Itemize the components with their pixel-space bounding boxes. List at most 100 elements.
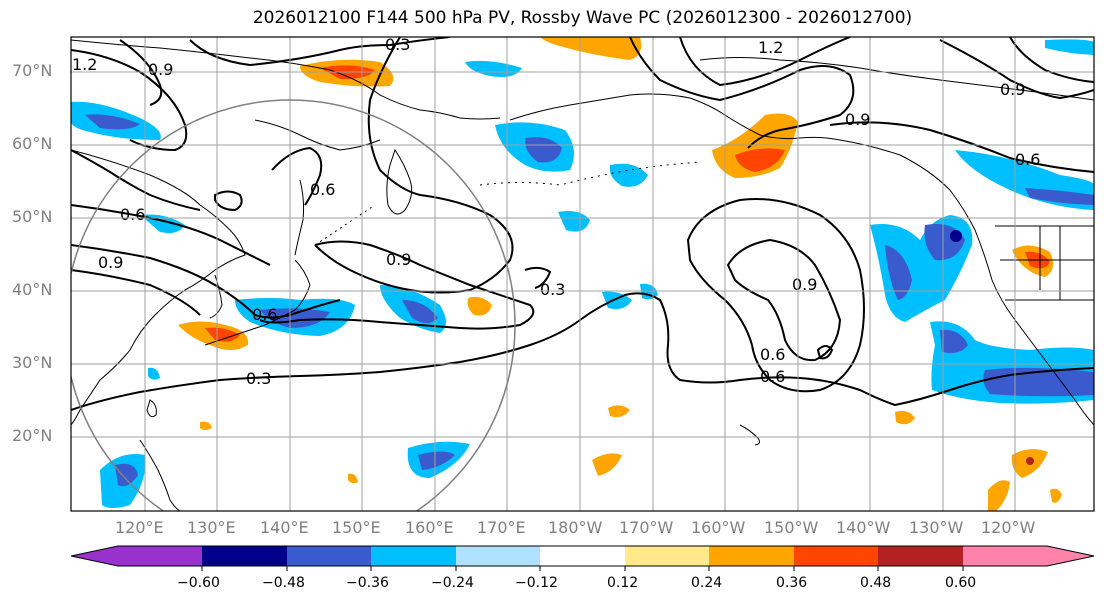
anomaly-negative — [609, 163, 648, 187]
map-area: 1.2 0.9 0.3 1.2 0.9 0.9 0.6 0.6 0.9 0.6 … — [71, 35, 1094, 511]
contour-labels: 1.2 0.9 0.3 1.2 0.9 0.9 0.6 0.6 0.9 0.6 … — [72, 35, 1040, 388]
pv-contour — [71, 204, 271, 266]
anomaly-negative — [558, 211, 590, 232]
contour-label: 1.2 — [758, 38, 783, 57]
colorbar-tick-label: 0.48 — [860, 575, 892, 591]
colorbar-segment — [456, 546, 540, 566]
coastline-sakhalin — [294, 179, 305, 256]
colorbar-segment — [71, 546, 202, 566]
pv-contour — [314, 37, 514, 294]
pv-contour — [679, 37, 851, 87]
lon-label-120e: 120°E — [115, 518, 164, 537]
anomaly-negative — [1045, 39, 1094, 55]
anomaly-positive — [735, 148, 785, 172]
lat-label-50n: 50°N — [12, 207, 53, 226]
gridlines — [71, 37, 1094, 511]
lon-label-150w: 150°W — [764, 518, 819, 537]
map-title: 2026012100 F144 500 hPa PV, Rossby Wave … — [252, 8, 913, 28]
lon-label-130w: 130°W — [909, 518, 964, 537]
colorbar-tick-label: −0.48 — [262, 575, 305, 591]
colorbar-segment — [202, 546, 287, 566]
pv-contour — [829, 121, 1094, 173]
contour-label: 0.9 — [98, 253, 123, 272]
pv-contour — [71, 149, 201, 211]
anomaly-negative — [418, 451, 455, 470]
coastline-alaska — [509, 93, 841, 141]
anomaly-negative — [148, 367, 160, 380]
map-frame — [70, 36, 1095, 512]
contour-label: 0.6 — [1015, 150, 1040, 169]
coastline-hawaii — [739, 424, 760, 446]
anomaly-positive — [608, 405, 630, 418]
anomaly-positive — [1050, 488, 1062, 503]
coastline-kuril — [314, 204, 376, 246]
contour-label: 0.6 — [760, 345, 785, 364]
pv-contour — [71, 49, 188, 152]
pv-contour — [71, 292, 1094, 411]
pv-contour — [726, 238, 842, 362]
anomaly-negative — [115, 463, 138, 487]
contour-label: 0.6 — [120, 205, 145, 224]
pv-contour — [71, 244, 341, 319]
contour-label: 0.3 — [246, 369, 271, 388]
colorbar-tick-label: 0.60 — [945, 575, 977, 591]
colorbar-tick-label: 0.12 — [607, 575, 639, 591]
colorbar-ticks — [201, 566, 964, 571]
anomaly-positive — [205, 327, 240, 342]
anomaly-positive — [348, 473, 358, 484]
colorbar-tick-label: 0.36 — [776, 575, 808, 591]
colorbar-segment — [371, 546, 456, 566]
pv-contour — [686, 198, 865, 393]
contour-label: 0.9 — [148, 60, 173, 79]
reference-circle — [71, 99, 516, 511]
anomaly-negative — [465, 60, 522, 77]
anomaly-negative — [402, 300, 438, 323]
pv-contour — [939, 39, 1094, 100]
pv-contour — [1009, 37, 1094, 83]
colorbar-segment — [287, 546, 371, 566]
colorbar-segment — [878, 546, 963, 566]
anomaly-positive — [467, 296, 492, 316]
lat-label-60n: 60°N — [12, 134, 53, 153]
anomaly-negative — [1025, 188, 1094, 205]
pv-contour — [189, 37, 451, 67]
anomaly-negative — [524, 137, 562, 163]
anomaly-positive — [200, 421, 212, 430]
colorbar-segment — [540, 546, 625, 566]
coastline-siberia — [71, 39, 501, 120]
lon-label-170e: 170°E — [477, 518, 526, 537]
anomaly-fills — [71, 37, 1094, 511]
anomaly-positive — [988, 480, 1010, 511]
coastline-philippines — [139, 439, 181, 511]
lat-label-30n: 30°N — [12, 353, 53, 372]
pv-contour — [259, 240, 535, 330]
contour-label: 0.3 — [540, 280, 565, 299]
lon-label-160w: 160°W — [691, 518, 746, 537]
pv-contours — [71, 37, 1094, 411]
lon-label-140w: 140°W — [836, 518, 891, 537]
contour-label: 0.9 — [386, 250, 411, 269]
contour-label: 0.3 — [385, 35, 410, 54]
pv-contour — [119, 39, 163, 106]
lat-label-20n: 20°N — [12, 426, 53, 445]
contour-label: 0.9 — [1000, 80, 1025, 99]
colorbar-segment — [794, 546, 878, 566]
contour-label: 0.9 — [845, 110, 870, 129]
colorbar-tick-label: −0.60 — [177, 575, 220, 591]
contour-label: 0.6 — [252, 305, 277, 324]
colorbar — [70, 545, 1095, 571]
anomaly-negative-core — [950, 230, 962, 242]
lon-label-160e: 160°E — [405, 518, 454, 537]
lat-label-40n: 40°N — [12, 280, 53, 299]
anomaly-positive-core — [1026, 457, 1034, 465]
colorbar-segment — [963, 546, 1094, 566]
colorbar-outline — [70, 545, 1095, 567]
lon-label-130e: 130°E — [187, 518, 236, 537]
anomaly-negative — [940, 329, 968, 354]
lon-label-170w: 170°W — [619, 518, 674, 537]
coastline-aleutians — [479, 161, 701, 186]
contour-label: 0.6 — [760, 367, 785, 386]
colorbar-tick-label: −0.12 — [515, 575, 558, 591]
lon-label-120w: 120°W — [981, 518, 1036, 537]
coastline-kamchatka — [386, 148, 413, 215]
